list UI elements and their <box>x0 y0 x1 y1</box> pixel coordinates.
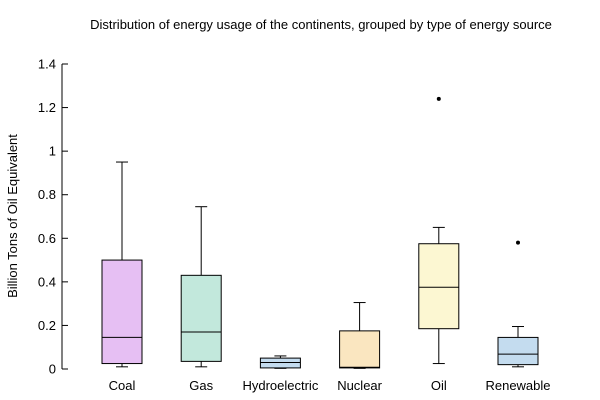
y-tick-label: 0.6 <box>38 231 56 246</box>
y-tick-label: 1.4 <box>38 57 56 72</box>
x-tick-label: Gas <box>189 378 213 393</box>
y-tick-label: 0.8 <box>38 187 56 202</box>
x-tick-label: Hydroelectric <box>242 378 318 393</box>
x-tick-label: Renewable <box>485 378 550 393</box>
box-hydroelectric <box>259 357 301 369</box>
box-gas <box>180 274 222 362</box>
outlier-point <box>516 240 520 245</box>
box-nuclear <box>339 330 381 369</box>
chart-title: Distribution of energy usage of the cont… <box>90 17 552 32</box>
y-tick-label: 1.2 <box>38 100 56 115</box>
x-tick-label: Oil <box>431 378 447 393</box>
outlier-point <box>436 96 441 101</box>
y-tick-label: 0.2 <box>38 318 56 333</box>
box-oil <box>418 243 460 330</box>
box-renewable <box>497 336 539 366</box>
y-tick-label: 0 <box>49 362 56 377</box>
y-tick-label: 1 <box>49 144 56 159</box>
y-axis-label: Billion Tons of Oil Equivalent <box>5 134 20 298</box>
x-tick-label: Coal <box>109 378 136 393</box>
y-tick-label: 0.4 <box>38 274 56 289</box>
plot-area: 0 0.2 0.4 0.6 0.8 1 1.2 1.4 Coal Gas Hydroelectric… <box>38 57 551 394</box>
box-coal <box>101 259 143 365</box>
x-tick-label: Nuclear <box>337 378 382 393</box>
